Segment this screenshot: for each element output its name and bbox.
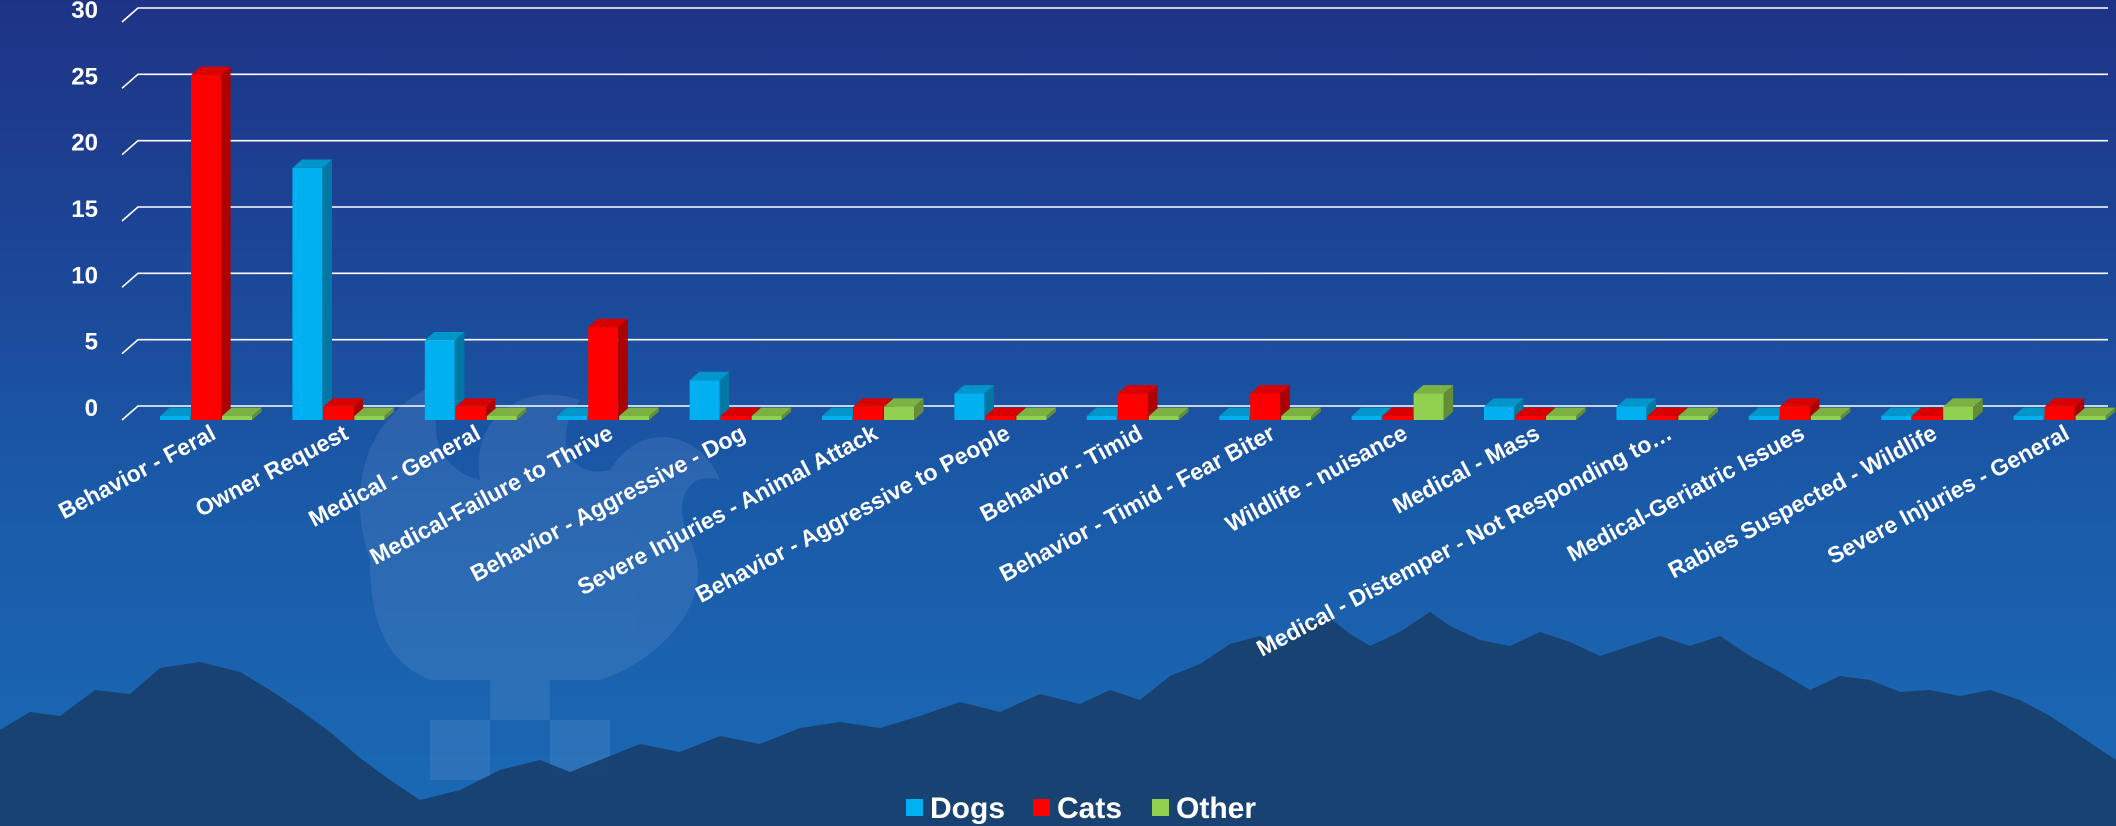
y-tick-label: 15	[71, 196, 98, 223]
gridline	[121, 206, 2108, 222]
legend: Dogs Cats Other	[906, 792, 1256, 825]
bar-other	[1148, 407, 1189, 420]
legend-label-cats: Cats	[1057, 792, 1122, 825]
y-axis-ticks: 0 5 10 15 20 25 30	[71, 0, 98, 422]
bar-other	[2075, 407, 2116, 420]
bar-other	[1678, 407, 1718, 420]
bar-cats	[1117, 385, 1158, 420]
legend-swatch-cats	[1033, 799, 1050, 816]
legend-label-other: Other	[1176, 792, 1256, 825]
bar-other	[1016, 407, 1056, 420]
bar-cats	[191, 66, 231, 421]
bars	[160, 66, 2116, 421]
bar-dogs	[424, 332, 465, 420]
y-tick-label: 20	[71, 130, 98, 157]
mountain-silhouette	[0, 612, 2116, 826]
bar-cats	[455, 398, 496, 420]
bar-dogs	[1616, 398, 1656, 420]
bar-dogs	[954, 385, 994, 420]
category-label: Behavior - Feral	[54, 419, 220, 524]
gridline	[121, 139, 2108, 156]
bar-other	[1943, 398, 1983, 420]
bar-other	[222, 407, 262, 420]
bar-other	[354, 407, 394, 420]
bar-cats	[323, 398, 363, 420]
bar-cats	[2044, 398, 2085, 420]
y-tick-label: 10	[71, 262, 98, 289]
y-tick-label: 30	[71, 0, 98, 24]
bar-other	[884, 398, 924, 420]
gridline	[121, 272, 2108, 288]
bar-dogs	[292, 159, 332, 421]
gridline	[121, 73, 2108, 89]
bar-cats	[588, 318, 628, 420]
bar-other	[1810, 407, 1851, 420]
bar-other	[486, 407, 527, 420]
category-label: Medical-Geriatric Issues	[1563, 419, 1809, 566]
legend-label-dogs: Dogs	[930, 792, 1005, 825]
bar-other	[1546, 407, 1586, 420]
bar-dogs	[1484, 398, 1524, 420]
bar-other	[1413, 385, 1454, 420]
y-tick-label: 5	[85, 329, 98, 356]
bar-other	[1281, 407, 1321, 420]
bar-other	[751, 407, 792, 420]
category-label: Severe Injuries - General	[1823, 419, 2073, 569]
gridline	[121, 338, 2108, 355]
y-tick-label: 25	[71, 63, 98, 90]
legend-swatch-dogs	[906, 799, 923, 816]
bar-dogs	[689, 371, 730, 420]
gridlines	[121, 7, 2108, 421]
bar-cats	[1779, 398, 1820, 420]
background-emblem	[359, 380, 720, 780]
gridline	[121, 7, 2108, 23]
bar-other	[619, 407, 659, 420]
legend-swatch-other	[1152, 799, 1169, 816]
y-tick-label: 0	[85, 395, 98, 422]
